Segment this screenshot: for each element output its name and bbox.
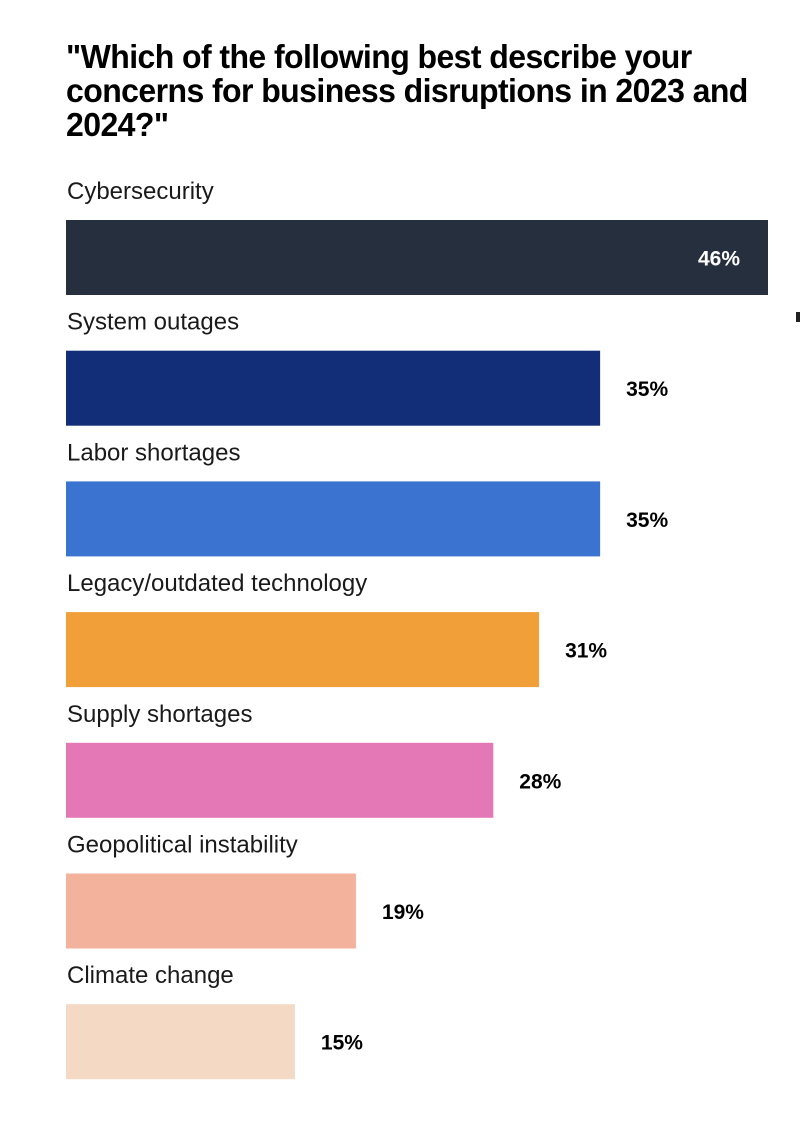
value-label: 28% xyxy=(519,770,561,793)
category-label: System outages xyxy=(67,309,239,336)
category-label: Geopolitical instability xyxy=(67,832,298,859)
value-label: 35% xyxy=(626,509,668,532)
bar xyxy=(66,873,356,949)
bar xyxy=(66,612,540,688)
category-label: Labor shortages xyxy=(67,439,240,466)
value-label: 19% xyxy=(382,901,424,924)
category-label: Supply shortages xyxy=(67,701,252,728)
chart-title: "Which of the following best describe yo… xyxy=(66,38,748,143)
bar xyxy=(66,481,601,557)
category-label: Legacy/outdated technology xyxy=(67,570,367,597)
bar xyxy=(66,220,768,295)
bar xyxy=(66,1004,295,1080)
value-label: 15% xyxy=(321,1032,363,1055)
category-label: Cybersecurity xyxy=(67,178,214,205)
category-label: Climate change xyxy=(67,962,234,989)
clipped-edge-mark xyxy=(796,312,800,322)
bar xyxy=(66,350,601,426)
value-label: 46% xyxy=(698,248,740,271)
value-label: 31% xyxy=(565,640,607,663)
value-label: 35% xyxy=(626,378,668,401)
bar xyxy=(66,742,494,818)
